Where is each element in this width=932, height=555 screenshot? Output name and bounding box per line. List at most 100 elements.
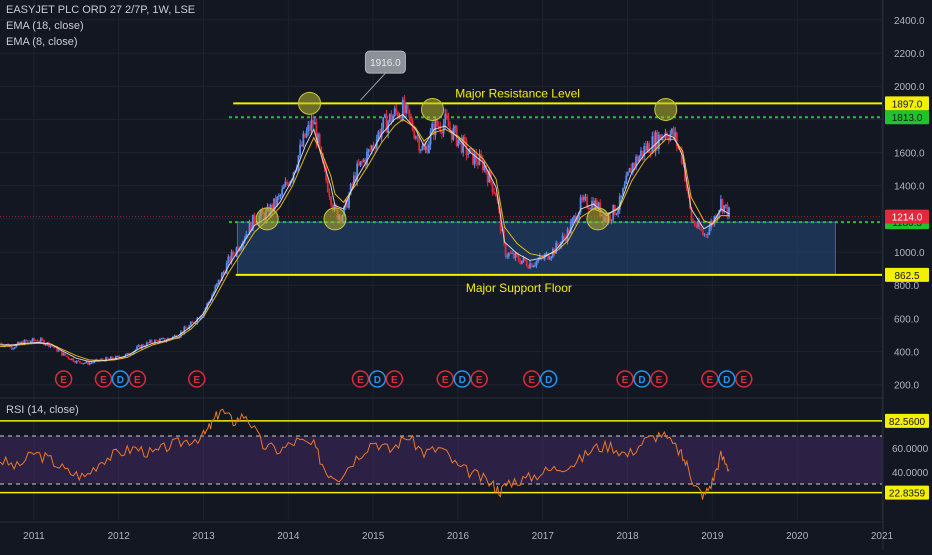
candle-body xyxy=(379,131,381,138)
year-tick-label: 2017 xyxy=(532,531,555,542)
candle-body xyxy=(250,222,253,231)
earnings-marker[interactable]: E xyxy=(735,370,753,388)
candle-body xyxy=(724,204,727,206)
candle-body xyxy=(219,279,222,281)
candle-body xyxy=(462,136,465,153)
candle-body xyxy=(331,204,334,210)
event-marker-label: D xyxy=(723,375,730,386)
candle-body xyxy=(238,248,241,251)
price-tag: 1897.0 xyxy=(885,96,929,111)
candle-body xyxy=(596,200,598,211)
candle-body xyxy=(516,253,518,256)
candle-body xyxy=(705,234,708,236)
candle-body xyxy=(398,116,401,118)
candle-body xyxy=(618,196,621,210)
candle-body xyxy=(183,327,186,334)
candle-body xyxy=(524,257,527,261)
earnings-marker[interactable]: E xyxy=(701,370,719,388)
candle-body xyxy=(286,181,288,184)
dividend-marker[interactable]: D xyxy=(633,370,651,388)
candle-body xyxy=(310,119,313,131)
dividend-marker[interactable]: D xyxy=(718,370,736,388)
earnings-marker[interactable]: E xyxy=(470,370,488,388)
candle-body xyxy=(640,150,642,157)
candle-body xyxy=(571,218,574,223)
earnings-marker[interactable]: E xyxy=(188,370,206,388)
event-marker-circle xyxy=(436,370,454,388)
candle-body xyxy=(656,132,659,150)
earnings-marker[interactable]: E xyxy=(94,370,113,388)
candle-body xyxy=(625,175,628,184)
candle-body xyxy=(589,208,592,210)
candle-body xyxy=(15,344,18,348)
candle-body xyxy=(514,253,517,259)
candle-body xyxy=(408,109,411,118)
earnings-marker[interactable]: E xyxy=(128,370,147,388)
price-tag: 862.5 xyxy=(885,267,929,282)
event-marker-label: E xyxy=(60,375,67,386)
candle-body xyxy=(520,260,523,264)
candle-body xyxy=(467,153,469,155)
dividend-marker[interactable]: D xyxy=(539,370,558,388)
year-tick-label: 2021 xyxy=(871,531,894,542)
price-tick-label: 400.0 xyxy=(894,348,919,359)
candle-body xyxy=(501,230,504,232)
candle-body xyxy=(59,350,62,352)
candle-body xyxy=(485,165,487,173)
candle-body xyxy=(207,301,210,304)
dividend-marker[interactable]: D xyxy=(453,370,471,388)
candle-body xyxy=(235,247,238,256)
earnings-marker[interactable]: E xyxy=(616,370,634,388)
earnings-marker[interactable]: E xyxy=(54,370,73,388)
earnings-marker[interactable]: E xyxy=(385,370,404,388)
candle-body xyxy=(401,99,404,121)
dividend-marker[interactable]: D xyxy=(368,370,387,388)
event-marker-circle xyxy=(111,370,130,388)
event-marker-label: D xyxy=(374,375,381,386)
candle-body xyxy=(449,126,452,130)
candle-body xyxy=(157,340,160,343)
candle-body xyxy=(116,356,119,358)
earnings-marker[interactable]: E xyxy=(650,370,668,388)
earnings-marker[interactable]: E xyxy=(436,370,454,388)
candle-body xyxy=(154,340,156,344)
candle-body xyxy=(121,357,124,359)
candle-body xyxy=(558,246,561,248)
candle-body xyxy=(669,133,672,141)
candle-body xyxy=(473,153,476,165)
dividend-marker[interactable]: D xyxy=(111,370,130,388)
price-tick-label: 1600.0 xyxy=(894,149,925,160)
candle-body xyxy=(486,172,489,183)
earnings-marker[interactable]: E xyxy=(522,370,541,388)
candle-body xyxy=(457,139,460,147)
event-marker-label: E xyxy=(100,375,107,386)
event-marker-label: E xyxy=(656,375,663,386)
candle-body xyxy=(199,317,202,320)
candle-body xyxy=(0,343,1,345)
price-tag-box xyxy=(885,209,929,224)
candle-body xyxy=(403,99,406,113)
candle-body xyxy=(644,146,647,151)
candle-body xyxy=(0,343,3,346)
candle-body xyxy=(527,265,530,269)
candle-body xyxy=(525,260,528,266)
candle-body xyxy=(279,195,282,197)
candle-body xyxy=(643,146,646,157)
event-marker-label: E xyxy=(357,375,364,386)
candle-body xyxy=(307,125,310,131)
candle-body xyxy=(426,145,429,154)
candle-body xyxy=(679,147,681,150)
candle-body xyxy=(532,265,535,268)
earnings-marker[interactable]: E xyxy=(351,370,370,388)
candle-body xyxy=(587,207,590,209)
candle-body xyxy=(222,271,225,274)
candle-body xyxy=(82,363,85,365)
candle-body xyxy=(144,346,147,348)
candle-body xyxy=(444,113,447,124)
candle-body xyxy=(700,228,703,231)
price-tag: 1214.0 xyxy=(885,209,929,224)
candle-body xyxy=(586,196,589,208)
